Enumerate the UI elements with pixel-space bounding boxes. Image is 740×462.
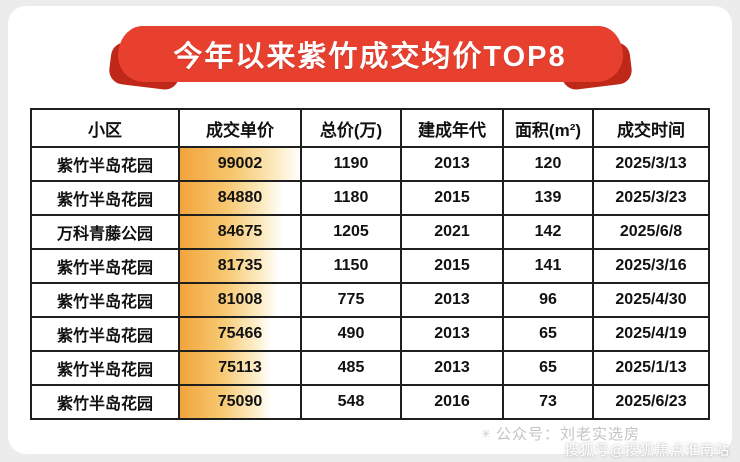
- column-header: 成交单价: [178, 108, 302, 148]
- price-bar: [181, 319, 272, 349]
- content-card: 今年以来紫竹成交均价TOP8 小区 成交单价 总价(万) 建成年代 面积(m²) 成交时间…: [8, 6, 732, 454]
- decorative-mark-icon: ✳: [480, 426, 492, 441]
- date-cell: 2025/6/8: [592, 214, 710, 250]
- area-cell: 96: [502, 282, 594, 318]
- table-head: 小区 成交单价 总价(万) 建成年代 面积(m²) 成交时间: [30, 108, 710, 148]
- wechat-watermark: ✳ 公众号：刘老实选房: [481, 423, 640, 444]
- community-cell: 紫竹半岛花园: [30, 146, 180, 182]
- table-row: 紫竹半岛花园 81008 775 2013 96 2025/4/30: [30, 282, 710, 318]
- year-built-cell: 2013: [400, 282, 504, 318]
- year-built-cell: 2013: [400, 146, 504, 182]
- year-built-cell: 2016: [400, 384, 504, 420]
- table-row: 紫竹半岛花园 84880 1180 2015 139 2025/3/23: [30, 180, 710, 216]
- year-built-cell: 2021: [400, 214, 504, 250]
- price-bar: [181, 285, 279, 315]
- total-price-cell: 1150: [300, 248, 402, 284]
- table-row: 万科青藤公园 84675 1205 2021 142 2025/6/8: [30, 214, 710, 250]
- table-row: 紫竹半岛花园 99002 1190 2013 120 2025/3/13: [30, 146, 710, 182]
- year-built-cell: 2015: [400, 248, 504, 284]
- total-price-cell: 485: [300, 350, 402, 386]
- unit-price-value: 84675: [217, 223, 263, 240]
- date-cell: 2025/4/30: [592, 282, 710, 318]
- community-cell: 紫竹半岛花园: [30, 248, 180, 284]
- community-cell: 紫竹半岛花园: [30, 282, 180, 318]
- area-cell: 65: [502, 350, 594, 386]
- unit-price-value: 81735: [217, 257, 263, 274]
- unit-price-cell: 81735: [178, 248, 302, 284]
- table-row: 紫竹半岛花园 75090 548 2016 73 2025/6/23: [30, 384, 710, 420]
- community-cell: 紫竹半岛花园: [30, 316, 180, 352]
- year-built-cell: 2013: [400, 350, 504, 386]
- date-cell: 2025/6/23: [592, 384, 710, 420]
- community-cell: 紫竹半岛花园: [30, 384, 180, 420]
- price-bar: [181, 353, 272, 383]
- date-cell: 2025/3/13: [592, 146, 710, 182]
- area-cell: 73: [502, 384, 594, 420]
- unit-price-value: 75090: [217, 393, 263, 410]
- column-header: 总价(万): [300, 108, 402, 148]
- price-bar: [181, 251, 280, 281]
- unit-price-cell: 81008: [178, 282, 302, 318]
- unit-price-cell: 84880: [178, 180, 302, 216]
- year-built-cell: 2013: [400, 316, 504, 352]
- wechat-watermark-text: 公众号：刘老实选房: [495, 426, 640, 443]
- total-price-cell: 775: [300, 282, 402, 318]
- total-price-cell: 1180: [300, 180, 402, 216]
- page-title: 今年以来紫竹成交均价TOP8: [117, 26, 623, 82]
- table-row: 紫竹半岛花园 75113 485 2013 65 2025/1/13: [30, 350, 710, 386]
- price-bar: [181, 217, 283, 247]
- unit-price-cell: 75113: [178, 350, 302, 386]
- area-cell: 65: [502, 316, 594, 352]
- price-table: 小区 成交单价 总价(万) 建成年代 面积(m²) 成交时间 紫竹半岛花园 99002 119…: [30, 108, 710, 420]
- date-cell: 2025/1/13: [592, 350, 710, 386]
- column-header: 建成年代: [400, 108, 504, 148]
- title-banner: 今年以来紫竹成交均价TOP8: [107, 26, 633, 92]
- area-cell: 120: [502, 146, 594, 182]
- column-header: 成交时间: [592, 108, 710, 148]
- area-cell: 141: [502, 248, 594, 284]
- total-price-cell: 490: [300, 316, 402, 352]
- unit-price-value: 99002: [217, 155, 263, 172]
- community-cell: 紫竹半岛花园: [30, 350, 180, 386]
- sohu-watermark: 搜狐号@搜狐焦点淮南站: [564, 442, 730, 458]
- year-built-cell: 2015: [400, 180, 504, 216]
- price-bar: [181, 387, 271, 417]
- total-price-cell: 548: [300, 384, 402, 420]
- price-bar: [181, 149, 299, 179]
- area-cell: 139: [502, 180, 594, 216]
- column-header: 面积(m²): [502, 108, 594, 148]
- unit-price-value: 75113: [218, 359, 262, 376]
- unit-price-cell: 75090: [178, 384, 302, 420]
- unit-price-value: 84880: [217, 189, 263, 206]
- total-price-cell: 1190: [300, 146, 402, 182]
- unit-price-value: 75466: [217, 325, 263, 342]
- date-cell: 2025/4/19: [592, 316, 710, 352]
- date-cell: 2025/3/16: [592, 248, 710, 284]
- unit-price-cell: 75466: [178, 316, 302, 352]
- unit-price-cell: 99002: [178, 146, 302, 182]
- table-row: 紫竹半岛花园 81735 1150 2015 141 2025/3/16: [30, 248, 710, 284]
- area-cell: 142: [502, 214, 594, 250]
- date-cell: 2025/3/23: [592, 180, 710, 216]
- table-body: 紫竹半岛花园 99002 1190 2013 120 2025/3/13 紫竹半岛花园 848…: [30, 146, 710, 420]
- community-cell: 万科青藤公园: [30, 214, 180, 250]
- unit-price-value: 81008: [217, 291, 263, 308]
- community-cell: 紫竹半岛花园: [30, 180, 180, 216]
- column-header: 小区: [30, 108, 180, 148]
- total-price-cell: 1205: [300, 214, 402, 250]
- unit-price-cell: 84675: [178, 214, 302, 250]
- table-row: 紫竹半岛花园 75466 490 2013 65 2025/4/19: [30, 316, 710, 352]
- price-bar: [181, 183, 283, 213]
- table-header-row: 小区 成交单价 总价(万) 建成年代 面积(m²) 成交时间: [30, 108, 710, 148]
